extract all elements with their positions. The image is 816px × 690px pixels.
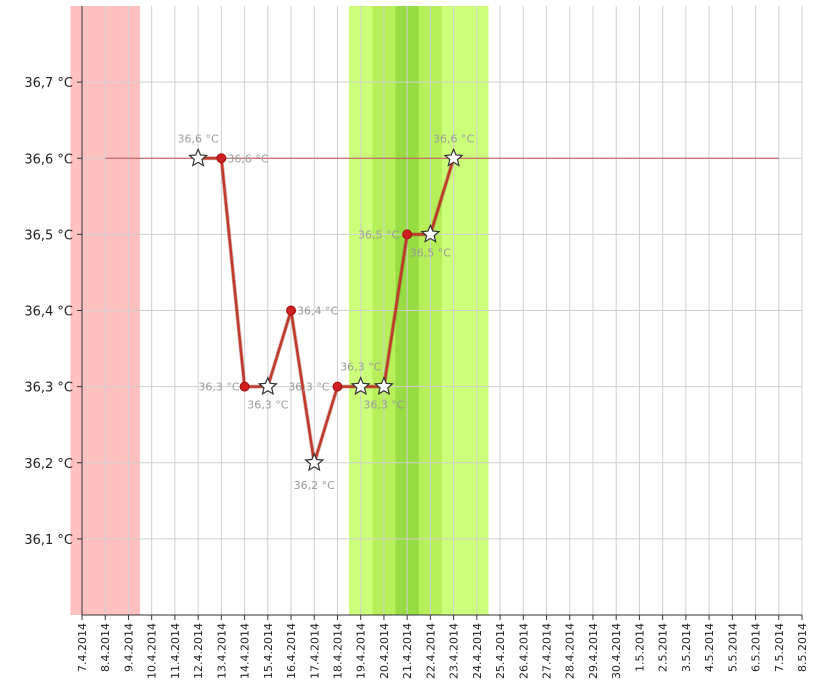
data-label: 36,5 °C — [358, 228, 399, 241]
x-tick-label: 29.4.2014 — [587, 623, 600, 679]
x-tick-label: 24.4.2014 — [471, 623, 484, 679]
y-axis-ticks: 36,1 °C 36,2 °C 36,3 °C 36,4 °C 36,5 °C 36,6 … — [24, 76, 82, 548]
x-tick-label: 8.4.2014 — [99, 623, 112, 672]
star-marker — [304, 452, 325, 472]
x-tick-label: 12.4.2014 — [192, 623, 205, 679]
x-tick-label: 27.4.2014 — [541, 623, 554, 679]
x-tick-label: 21.4.2014 — [401, 623, 414, 679]
x-tick-label: 6.5.2014 — [750, 623, 763, 672]
dot-marker — [239, 381, 250, 392]
star-marker — [188, 147, 209, 167]
x-tick-label: 18.4.2014 — [331, 623, 344, 679]
data-label: 36,2 °C — [294, 479, 335, 492]
x-tick-label: 15.4.2014 — [262, 623, 275, 679]
x-tick-label: 20.4.2014 — [378, 623, 391, 679]
star-marker — [443, 147, 464, 167]
data-label: 36,5 °C — [410, 246, 451, 259]
x-tick-label: 14.4.2014 — [239, 623, 252, 679]
x-tick-label: 22.4.2014 — [424, 623, 437, 679]
data-label: 36,4 °C — [297, 305, 338, 318]
data-label: 36,6 °C — [433, 132, 474, 145]
x-tick-label: 10.4.2014 — [146, 623, 159, 679]
star-marker — [420, 223, 441, 243]
data-labels: 36,6 °C36,6 °C36,3 °C36,3 °C36,4 °C36,2 … — [178, 132, 475, 492]
y-tick-label: 36,1 °C — [24, 533, 73, 548]
star-marker — [373, 376, 394, 396]
y-tick-label: 36,3 °C — [24, 381, 73, 396]
data-label: 36,3 °C — [288, 381, 329, 394]
x-tick-label: 30.4.2014 — [610, 623, 623, 679]
dot-marker — [332, 381, 343, 392]
dot-marker — [216, 153, 227, 164]
data-markers — [188, 147, 464, 472]
x-tick-label: 17.4.2014 — [308, 623, 321, 679]
y-tick-label: 36,2 °C — [24, 457, 73, 472]
data-label: 36,3 °C — [247, 399, 288, 412]
data-label: 36,3 °C — [363, 399, 404, 412]
x-axis-ticks: 7.4.2014 8.4.2014 9.4.2014 10.4.2014 11.4.20… — [76, 615, 809, 679]
x-tick-label: 8.5.2014 — [796, 623, 809, 672]
x-tick-label: 2.5.2014 — [657, 623, 670, 672]
x-tick-label: 4.5.2014 — [703, 623, 716, 672]
data-label: 36,3 °C — [198, 381, 239, 394]
star-marker — [257, 376, 278, 396]
y-tick-label: 36,4 °C — [24, 305, 73, 320]
data-label: 36,3 °C — [340, 361, 381, 374]
y-tick-label: 36,6 °C — [24, 152, 73, 167]
x-tick-label: 28.4.2014 — [564, 623, 577, 679]
x-tick-label: 9.4.2014 — [122, 623, 135, 672]
y-tick-label: 36,5 °C — [24, 228, 73, 243]
x-tick-label: 5.5.2014 — [726, 623, 739, 672]
x-tick-label: 25.4.2014 — [494, 623, 507, 679]
data-label: 36,6 °C — [178, 132, 219, 145]
data-label: 36,6 °C — [227, 152, 268, 165]
x-tick-label: 26.4.2014 — [517, 623, 530, 679]
x-tick-label: 16.4.2014 — [285, 623, 298, 679]
x-tick-label: 1.5.2014 — [633, 623, 646, 672]
y-tick-label: 36,7 °C — [24, 76, 73, 91]
x-tick-label: 3.5.2014 — [680, 623, 693, 672]
dot-marker — [402, 229, 413, 240]
x-tick-label: 13.4.2014 — [215, 623, 228, 679]
x-tick-label: 23.4.2014 — [448, 623, 461, 679]
x-tick-label: 11.4.2014 — [169, 623, 182, 679]
star-marker — [350, 376, 371, 396]
x-tick-label: 7.4.2014 — [76, 623, 89, 672]
x-tick-label: 7.5.2014 — [773, 623, 786, 672]
x-tick-label: 19.4.2014 — [355, 623, 368, 679]
dot-marker — [286, 305, 297, 316]
